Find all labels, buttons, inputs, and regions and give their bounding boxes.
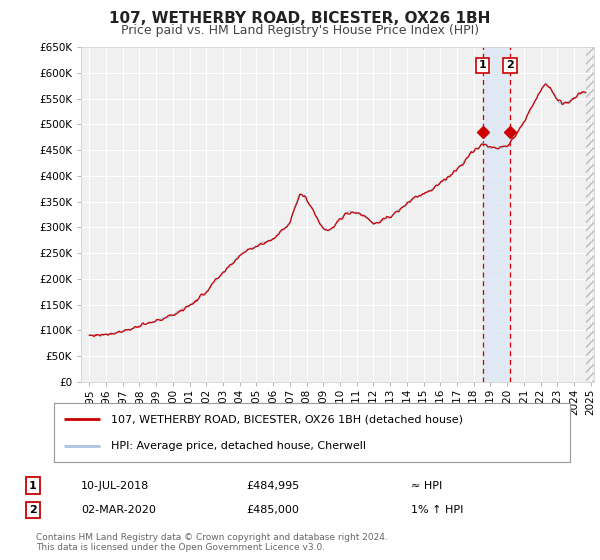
Text: 1% ↑ HPI: 1% ↑ HPI — [411, 505, 463, 515]
Text: 02-MAR-2020: 02-MAR-2020 — [81, 505, 156, 515]
Text: 107, WETHERBY ROAD, BICESTER, OX26 1BH: 107, WETHERBY ROAD, BICESTER, OX26 1BH — [109, 11, 491, 26]
Text: Price paid vs. HM Land Registry's House Price Index (HPI): Price paid vs. HM Land Registry's House … — [121, 24, 479, 36]
Text: This data is licensed under the Open Government Licence v3.0.: This data is licensed under the Open Gov… — [36, 543, 325, 552]
Text: 2: 2 — [506, 60, 514, 71]
Text: 107, WETHERBY ROAD, BICESTER, OX26 1BH (detached house): 107, WETHERBY ROAD, BICESTER, OX26 1BH (… — [111, 414, 463, 424]
Text: 10-JUL-2018: 10-JUL-2018 — [81, 480, 149, 491]
Text: 1: 1 — [29, 480, 37, 491]
Text: Contains HM Land Registry data © Crown copyright and database right 2024.: Contains HM Land Registry data © Crown c… — [36, 533, 388, 542]
Text: 1: 1 — [479, 60, 487, 71]
Text: ≈ HPI: ≈ HPI — [411, 480, 442, 491]
Text: £485,000: £485,000 — [246, 505, 299, 515]
Text: HPI: Average price, detached house, Cherwell: HPI: Average price, detached house, Cher… — [111, 441, 366, 451]
Bar — [482, 47, 510, 382]
Text: £484,995: £484,995 — [246, 480, 299, 491]
Text: 2: 2 — [29, 505, 37, 515]
Bar — [586, 47, 594, 382]
